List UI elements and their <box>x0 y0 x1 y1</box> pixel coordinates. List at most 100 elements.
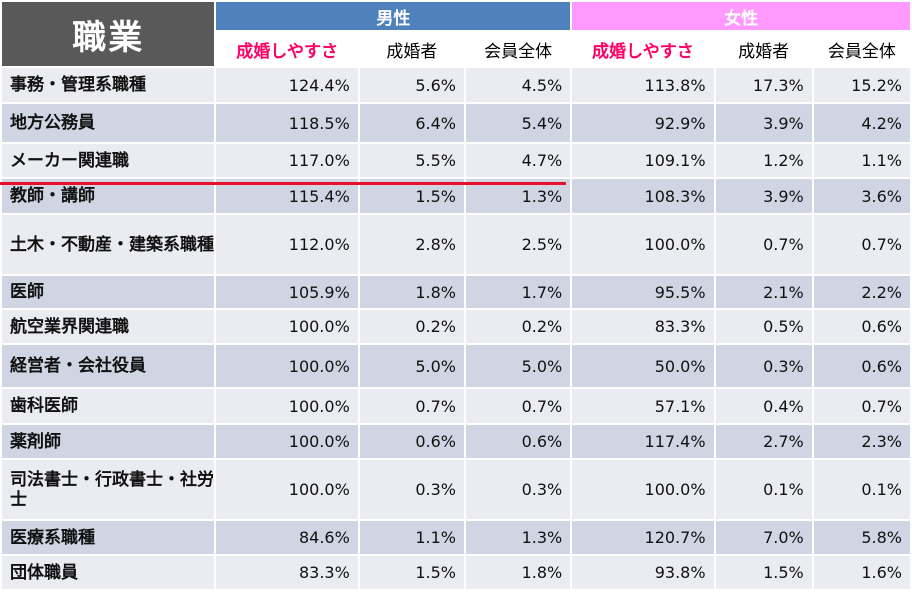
occupation-name: メーカー関連職 <box>2 144 215 177</box>
table-row: 歯科医師 100.0% 0.7% 0.7% 57.1% 0.4% 0.7% <box>2 389 910 423</box>
occupation-name: 団体職員 <box>2 556 215 589</box>
value-cell: 0.7% <box>813 389 910 423</box>
value-cell: 2.7% <box>715 425 812 458</box>
value-cell: 108.3% <box>572 179 714 213</box>
value-cell: 1.1% <box>359 521 464 554</box>
value-cell: 5.0% <box>466 345 571 387</box>
value-cell: 117.0% <box>216 144 358 177</box>
value-cell: 84.6% <box>216 521 358 554</box>
value-cell: 0.5% <box>715 310 812 343</box>
female-members-header: 会員全体 <box>813 32 910 66</box>
occupation-name: 航空業界関連職 <box>2 310 215 343</box>
value-cell: 0.7% <box>715 215 812 274</box>
value-cell: 4.7% <box>466 144 571 177</box>
value-cell: 92.9% <box>572 104 714 142</box>
table-row: 医療系職種 84.6% 1.1% 1.3% 120.7% 7.0% 5.8% <box>2 521 910 554</box>
value-cell: 100.0% <box>216 425 358 458</box>
table-row: 地方公務員 118.5% 6.4% 5.4% 92.9% 3.9% 4.2% <box>2 104 910 142</box>
value-cell: 100.0% <box>572 215 714 274</box>
value-cell: 0.6% <box>813 345 910 387</box>
occupation-name: 医師 <box>2 276 215 308</box>
occupation-header: 職業 <box>2 2 215 66</box>
female-married-header: 成婚者 <box>715 32 812 66</box>
value-cell: 5.4% <box>466 104 571 142</box>
value-cell: 0.1% <box>715 460 812 519</box>
value-cell: 0.3% <box>359 460 464 519</box>
table-row: 団体職員 83.3% 1.5% 1.8% 93.8% 1.5% 1.6% <box>2 556 910 589</box>
value-cell: 118.5% <box>216 104 358 142</box>
value-cell: 0.1% <box>813 460 910 519</box>
table-row: 土木・不動産・建築系職種 112.0% 2.8% 2.5% 100.0% 0.7% 0.7% <box>2 215 910 274</box>
value-cell: 109.1% <box>572 144 714 177</box>
value-cell: 120.7% <box>572 521 714 554</box>
male-ease-header: 成婚しやすさ <box>216 32 358 66</box>
value-cell: 2.8% <box>359 215 464 274</box>
value-cell: 0.6% <box>813 310 910 343</box>
value-cell: 112.0% <box>216 215 358 274</box>
value-cell: 2.2% <box>813 276 910 308</box>
value-cell: 1.3% <box>466 521 571 554</box>
occupation-name: 司法書士・行政書士・社労士 <box>2 460 215 519</box>
table-row: 教師・講師 115.4% 1.5% 1.3% 108.3% 3.9% 3.6% <box>2 179 910 213</box>
value-cell: 5.0% <box>359 345 464 387</box>
value-cell: 0.7% <box>813 215 910 274</box>
value-cell: 4.2% <box>813 104 910 142</box>
value-cell: 57.1% <box>572 389 714 423</box>
value-cell: 113.8% <box>572 68 714 102</box>
value-cell: 15.2% <box>813 68 910 102</box>
value-cell: 17.3% <box>715 68 812 102</box>
value-cell: 0.2% <box>359 310 464 343</box>
value-cell: 0.6% <box>359 425 464 458</box>
value-cell: 0.7% <box>359 389 464 423</box>
value-cell: 50.0% <box>572 345 714 387</box>
table-row: 経営者・会社役員 100.0% 5.0% 5.0% 50.0% 0.3% 0.6% <box>2 345 910 387</box>
value-cell: 100.0% <box>216 345 358 387</box>
table-row: 医師 105.9% 1.8% 1.7% 95.5% 2.1% 2.2% <box>2 276 910 308</box>
value-cell: 0.6% <box>466 425 571 458</box>
value-cell: 5.5% <box>359 144 464 177</box>
value-cell: 83.3% <box>572 310 714 343</box>
value-cell: 0.3% <box>466 460 571 519</box>
highlight-underline <box>0 182 566 185</box>
occupation-name: 地方公務員 <box>2 104 215 142</box>
occupation-name: 事務・管理系職種 <box>2 68 215 102</box>
value-cell: 1.5% <box>715 556 812 589</box>
occupation-name: 医療系職種 <box>2 521 215 554</box>
value-cell: 93.8% <box>572 556 714 589</box>
occupation-name: 歯科医師 <box>2 389 215 423</box>
value-cell: 5.6% <box>359 68 464 102</box>
value-cell: 0.7% <box>466 389 571 423</box>
table-row: 航空業界関連職 100.0% 0.2% 0.2% 83.3% 0.5% 0.6% <box>2 310 910 343</box>
table-row: 事務・管理系職種 124.4% 5.6% 4.5% 113.8% 17.3% 15.2% <box>2 68 910 102</box>
value-cell: 100.0% <box>572 460 714 519</box>
value-cell: 1.7% <box>466 276 571 308</box>
occupation-name: 薬剤師 <box>2 425 215 458</box>
value-cell: 83.3% <box>216 556 358 589</box>
value-cell: 1.5% <box>359 179 464 213</box>
value-cell: 1.5% <box>359 556 464 589</box>
occupation-name: 経営者・会社役員 <box>2 345 215 387</box>
value-cell: 4.5% <box>466 68 571 102</box>
value-cell: 1.6% <box>813 556 910 589</box>
table-row: 司法書士・行政書士・社労士 100.0% 0.3% 0.3% 100.0% 0.1% 0.1… <box>2 460 910 519</box>
value-cell: 105.9% <box>216 276 358 308</box>
value-cell: 100.0% <box>216 310 358 343</box>
value-cell: 117.4% <box>572 425 714 458</box>
value-cell: 2.1% <box>715 276 812 308</box>
table-row: 薬剤師 100.0% 0.6% 0.6% 117.4% 2.7% 2.3% <box>2 425 910 458</box>
value-cell: 1.1% <box>813 144 910 177</box>
value-cell: 0.4% <box>715 389 812 423</box>
value-cell: 95.5% <box>572 276 714 308</box>
value-cell: 1.8% <box>466 556 571 589</box>
value-cell: 1.8% <box>359 276 464 308</box>
value-cell: 3.9% <box>715 179 812 213</box>
male-members-header: 会員全体 <box>466 32 571 66</box>
table-row: メーカー関連職 117.0% 5.5% 4.7% 109.1% 1.2% 1.1% <box>2 144 910 177</box>
male-married-header: 成婚者 <box>359 32 464 66</box>
value-cell: 6.4% <box>359 104 464 142</box>
value-cell: 2.3% <box>813 425 910 458</box>
value-cell: 1.2% <box>715 144 812 177</box>
male-group-header: 男性 <box>216 2 571 30</box>
value-cell: 3.9% <box>715 104 812 142</box>
